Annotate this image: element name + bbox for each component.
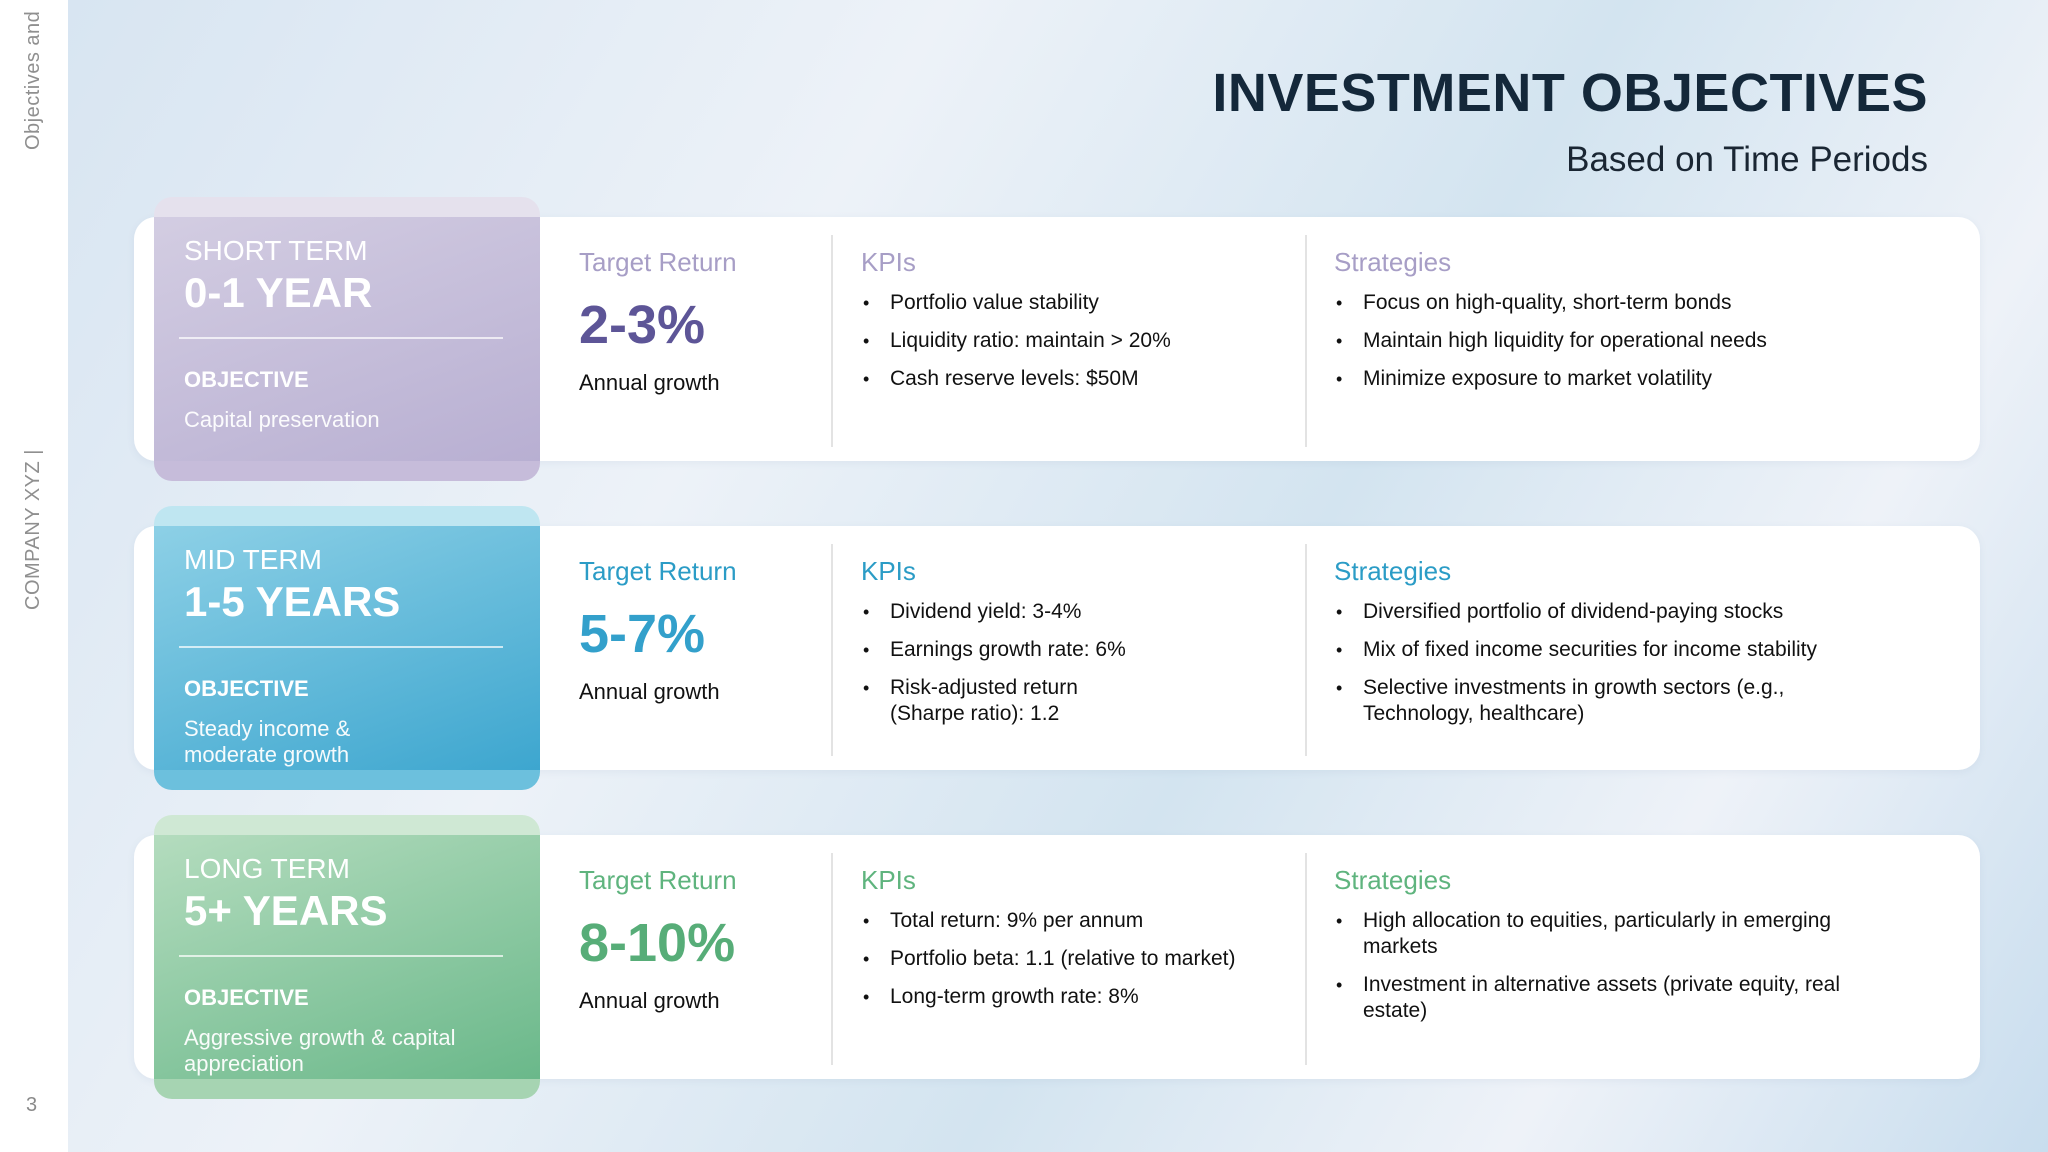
list-item: Earnings growth rate: 6% — [861, 637, 1311, 663]
target-return-heading: Target Return — [579, 556, 737, 586]
list-item: Liquidity ratio: maintain > 20% — [861, 328, 1311, 354]
target-return-note: Annual growth — [579, 370, 720, 395]
kpi-list: Total return: 9% per annum Portfolio bet… — [861, 908, 1311, 1010]
list-item: Investment in alternative assets (privat… — [1334, 972, 1894, 1024]
list-item: Cash reserve levels: $50M — [861, 366, 1311, 392]
target-return-value: 5-7% — [579, 604, 706, 664]
column-divider — [1305, 235, 1307, 447]
objective-label: OBJECTIVE — [184, 985, 309, 1010]
list-item: Portfolio value stability — [861, 290, 1311, 316]
kpi-list: Dividend yield: 3-4% Earnings growth rat… — [861, 599, 1311, 727]
page-subtitle: Based on Time Periods — [1566, 140, 1928, 179]
strategies-list: High allocation to equities, particularl… — [1334, 908, 1934, 1024]
kpi-column: KPIs Portfolio value stability Liquidity… — [861, 247, 1311, 404]
column-divider — [1305, 544, 1307, 756]
list-item: Portfolio beta: 1.1 (relative to market) — [861, 946, 1311, 972]
strategies-column: Strategies High allocation to equities, … — [1334, 865, 1934, 1036]
objective-value: Capital preservation — [184, 407, 380, 432]
kpi-heading: KPIs — [861, 556, 916, 586]
page-number: 3 — [26, 1094, 38, 1116]
term-period: 0-1 YEAR — [184, 269, 373, 316]
objective-value: Aggressive growth & capital appreciation — [184, 1025, 456, 1076]
strategies-column: Strategies Diversified portfolio of divi… — [1334, 556, 1934, 739]
list-item: Risk-adjusted return (Sharpe ratio): 1.2 — [861, 675, 1101, 727]
kpi-list: Portfolio value stability Liquidity rati… — [861, 290, 1311, 392]
header: INVESTMENT OBJECTIVES Based on Time Peri… — [1212, 62, 1928, 180]
term-label: MID TERM — [184, 544, 322, 575]
list-item: Minimize exposure to market volatility — [1334, 366, 1934, 392]
strategies-heading: Strategies — [1334, 556, 1452, 586]
target-return-heading: Target Return — [579, 865, 737, 895]
kpi-column: KPIs Dividend yield: 3-4% Earnings growt… — [861, 556, 1311, 739]
target-return-column: Target Return 5-7% Annual growth — [579, 556, 809, 705]
list-item: Total return: 9% per annum — [861, 908, 1311, 934]
objective-label: OBJECTIVE — [184, 676, 309, 701]
column-divider — [831, 853, 833, 1065]
list-item: Maintain high liquidity for operational … — [1334, 328, 1934, 354]
term-period: 5+ YEARS — [184, 887, 388, 934]
target-return-note: Annual growth — [579, 679, 720, 704]
divider — [179, 955, 503, 957]
column-divider — [831, 235, 833, 447]
divider — [179, 646, 503, 648]
target-return-column: Target Return 8-10% Annual growth — [579, 865, 809, 1014]
divider — [179, 337, 503, 339]
target-return-column: Target Return 2-3% Annual growth — [579, 247, 809, 396]
list-item: Long-term growth rate: 8% — [861, 984, 1311, 1010]
target-return-note: Annual growth — [579, 988, 720, 1013]
objective-value: Steady income & moderate growth — [184, 716, 351, 767]
term-label: LONG TERM — [184, 853, 350, 884]
objective-row-mid-term: MID TERM 1-5 YEARS OBJECTIVE Steady inco… — [134, 506, 1980, 796]
list-item: Diversified portfolio of dividend-paying… — [1334, 599, 1934, 625]
strategies-list: Focus on high-quality, short-term bonds … — [1334, 290, 1934, 392]
term-tab: SHORT TERM 0-1 YEAR OBJECTIVE Capital pr… — [154, 197, 540, 481]
list-item: Selective investments in growth sectors … — [1334, 675, 1854, 727]
term-tab: LONG TERM 5+ YEARS OBJECTIVE Aggressive … — [154, 815, 540, 1099]
target-return-value: 8-10% — [579, 913, 736, 973]
objective-label: OBJECTIVE — [184, 367, 309, 392]
page-title: INVESTMENT OBJECTIVES — [1212, 63, 1928, 123]
column-divider — [1305, 853, 1307, 1065]
kpi-column: KPIs Total return: 9% per annum Portfoli… — [861, 865, 1311, 1022]
strategies-heading: Strategies — [1334, 865, 1452, 895]
term-label: SHORT TERM — [184, 235, 368, 266]
strategies-heading: Strategies — [1334, 247, 1452, 277]
kpi-heading: KPIs — [861, 247, 916, 277]
term-period: 1-5 YEARS — [184, 578, 401, 625]
list-item: Dividend yield: 3-4% — [861, 599, 1311, 625]
strategies-column: Strategies Focus on high-quality, short-… — [1334, 247, 1934, 404]
list-item: Focus on high-quality, short-term bonds — [1334, 290, 1934, 316]
column-divider — [831, 544, 833, 756]
company-name: COMPANY XYZ | — [22, 449, 44, 610]
list-item: High allocation to equities, particularl… — [1334, 908, 1894, 960]
sidebar: Objectives and COMPANY XYZ | 3 — [0, 0, 68, 1152]
kpi-heading: KPIs — [861, 865, 916, 895]
target-return-heading: Target Return — [579, 247, 737, 277]
target-return-value: 2-3% — [579, 295, 706, 355]
list-item: Mix of fixed income securities for incom… — [1334, 637, 1934, 663]
strategies-list: Diversified portfolio of dividend-paying… — [1334, 599, 1934, 727]
sidebar-section-label: Objectives and — [22, 10, 44, 150]
objective-row-long-term: LONG TERM 5+ YEARS OBJECTIVE Aggressive … — [134, 815, 1980, 1105]
objective-row-short-term: SHORT TERM 0-1 YEAR OBJECTIVE Capital pr… — [134, 197, 1980, 487]
term-tab: MID TERM 1-5 YEARS OBJECTIVE Steady inco… — [154, 506, 540, 790]
